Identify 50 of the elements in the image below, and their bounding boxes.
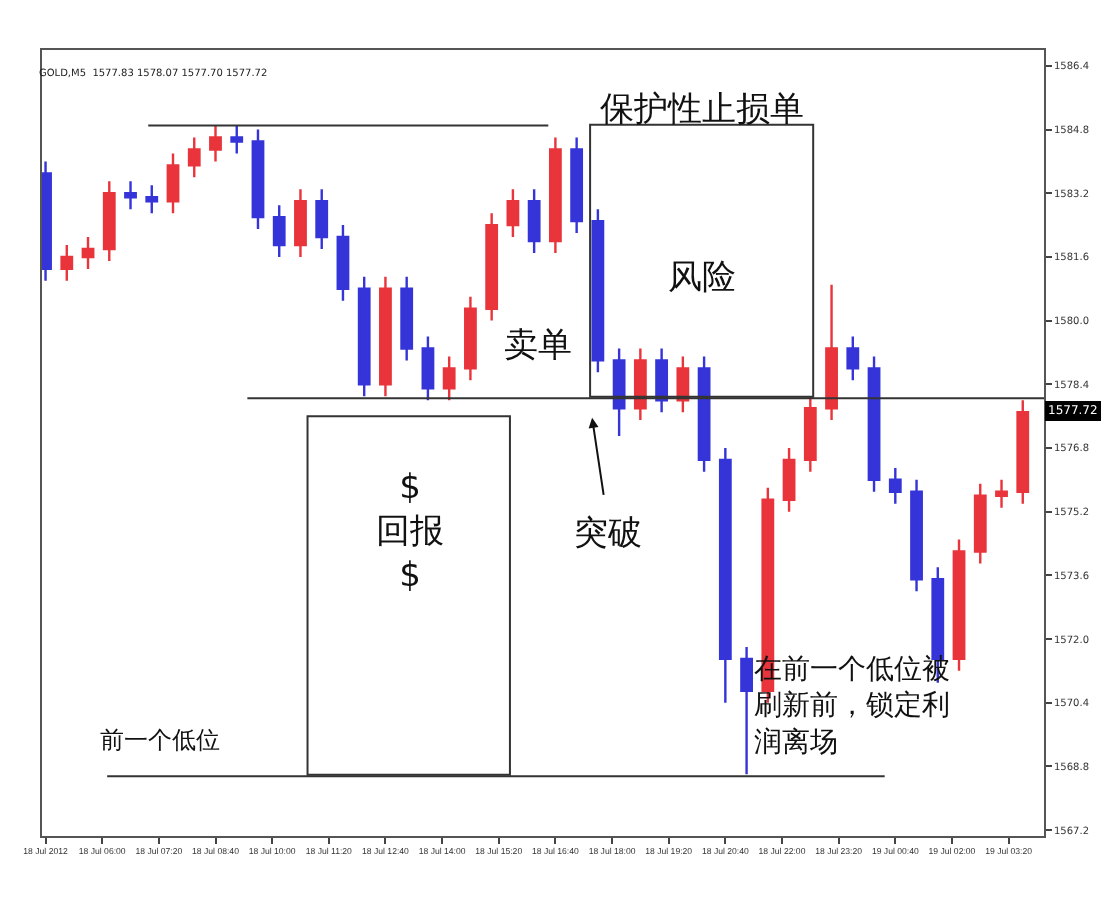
annotation: 保护性止损单 [600, 90, 804, 130]
candlestick [294, 188, 307, 259]
annotation: 卖单 [504, 326, 572, 366]
candlestick [464, 295, 477, 382]
candlestick [400, 275, 414, 362]
annotation: $ 回报 $ [376, 468, 444, 597]
candlestick [187, 136, 201, 179]
annotation: 前一个低位 [100, 726, 220, 754]
candlestick [166, 152, 180, 215]
candlestick [591, 207, 605, 374]
candlestick [718, 446, 732, 704]
candlestick [251, 128, 265, 231]
candlestick [846, 335, 860, 382]
candlestick [60, 243, 74, 283]
candlestick [655, 347, 669, 414]
candlestick [782, 446, 796, 513]
candlestick [633, 347, 647, 422]
candlestick [506, 188, 520, 239]
candlestick [612, 347, 626, 438]
candlestick [442, 355, 456, 402]
candlestick [527, 188, 541, 255]
candlestick [548, 136, 562, 255]
candlestick [124, 180, 137, 211]
candlestick [336, 223, 350, 302]
candlestick [357, 275, 371, 398]
candlestick [209, 124, 222, 163]
annotation: 突破 [574, 514, 642, 554]
candlestick [485, 211, 499, 322]
annotation: 风险 [668, 258, 736, 298]
candlestick [995, 478, 1008, 509]
candlestick [145, 184, 159, 215]
candlestick [973, 482, 987, 565]
candlestick [952, 538, 966, 673]
candlestick [315, 188, 329, 251]
candlestick [910, 478, 923, 593]
candlestick [697, 355, 711, 474]
candlestick [421, 335, 435, 402]
candlestick [379, 275, 392, 398]
candlestick [102, 180, 116, 263]
candlestick [1016, 399, 1030, 505]
candlestick [803, 395, 817, 474]
candlestick [740, 645, 753, 776]
candlestick [81, 235, 95, 271]
candlestick [676, 355, 690, 414]
candlestick [867, 355, 881, 493]
candlestick [888, 466, 902, 505]
candlestick [570, 136, 584, 235]
candlestick [272, 204, 286, 259]
candlestick [825, 283, 838, 422]
candlestick [230, 124, 244, 155]
